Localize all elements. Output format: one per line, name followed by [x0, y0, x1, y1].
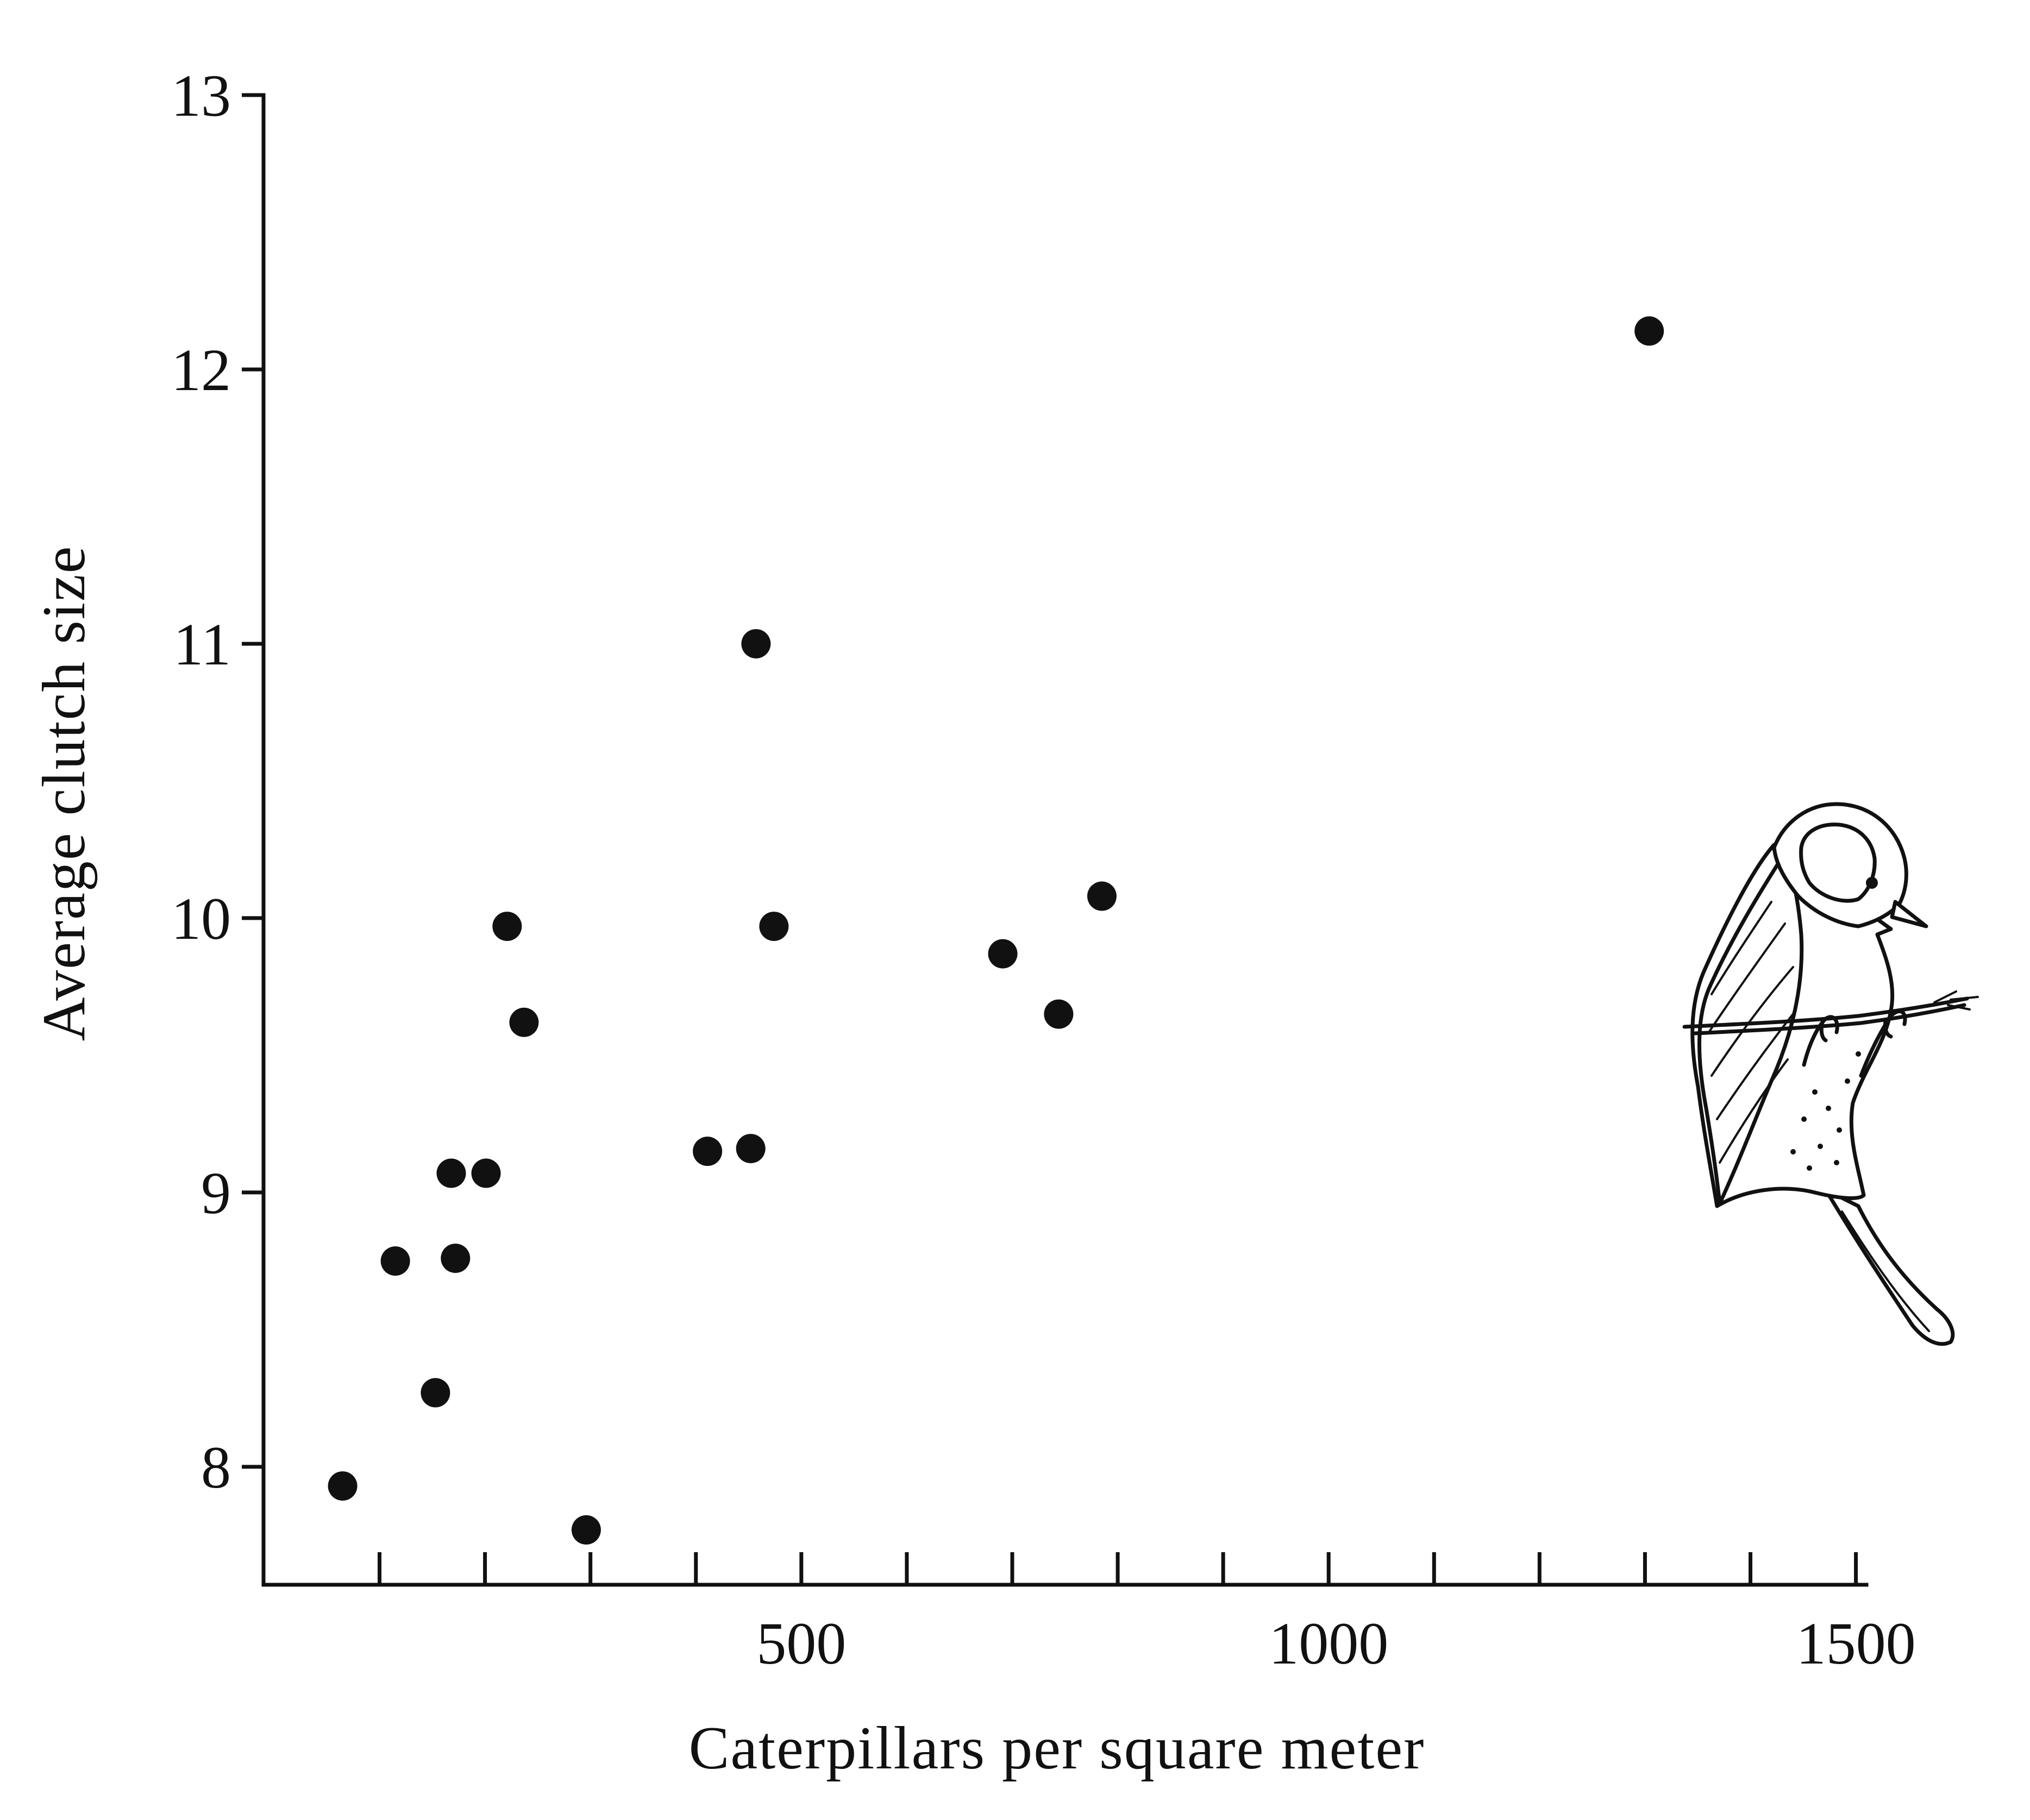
- x-tick-label: 1000: [1269, 1610, 1388, 1677]
- data-point: [988, 939, 1018, 969]
- x-axis-title: Caterpillars per square meter: [689, 1715, 1425, 1782]
- data-points: [328, 316, 1664, 1545]
- data-point: [741, 629, 771, 658]
- twig-underside: [1693, 1003, 1966, 1035]
- bird-beak: [1890, 900, 1928, 928]
- bird-wing-feather-4: [1716, 1009, 1797, 1120]
- axes: [261, 93, 1869, 1587]
- data-point: [759, 912, 789, 942]
- y-tick-label: 8: [201, 1434, 231, 1501]
- data-point: [1044, 999, 1074, 1029]
- x-tick-label: 1500: [1796, 1610, 1916, 1677]
- y-axis-ticks: 8 9 10 11 12 13: [171, 62, 264, 1501]
- y-tick-label: 10: [171, 886, 231, 952]
- data-point: [380, 1246, 410, 1276]
- data-point: [471, 1158, 501, 1188]
- bird-eye: [1866, 877, 1878, 889]
- bird-belly-stipple: [1790, 1051, 1861, 1171]
- bird-foot-front: [1802, 1015, 1839, 1067]
- data-point: [328, 1471, 358, 1501]
- data-point: [436, 1158, 466, 1188]
- bird-tail-feather: [1841, 1210, 1930, 1332]
- bird-wing-feather-5: [1719, 1058, 1789, 1164]
- data-point: [421, 1378, 450, 1408]
- data-point: [736, 1134, 766, 1164]
- bird-wing: [1697, 851, 1804, 1206]
- data-point: [571, 1515, 601, 1545]
- y-tick-label: 12: [171, 337, 231, 403]
- x-tick-label: 500: [756, 1610, 846, 1677]
- bird-wing-feather-2: [1708, 922, 1786, 1033]
- data-point: [1087, 881, 1117, 911]
- y-axis-title: Average clutch size: [30, 545, 98, 1041]
- bird-wing-feather-1: [1711, 901, 1772, 995]
- data-point: [509, 1007, 539, 1037]
- y-tick-label: 13: [171, 62, 231, 129]
- data-point: [492, 912, 522, 942]
- bird-tail: [1824, 1188, 1955, 1346]
- twig-tip: [1933, 990, 1979, 1011]
- bird-foot-back: [1859, 1009, 1907, 1078]
- data-point: [1634, 316, 1664, 346]
- data-point: [693, 1137, 723, 1166]
- data-point: [441, 1244, 471, 1273]
- y-tick-label: 9: [201, 1160, 231, 1226]
- y-tick-label: 11: [173, 611, 231, 677]
- bird-illustration: [1682, 802, 1979, 1346]
- x-axis-ticks: 500 1000 1500: [377, 1552, 1916, 1677]
- twig: [1682, 996, 1969, 1029]
